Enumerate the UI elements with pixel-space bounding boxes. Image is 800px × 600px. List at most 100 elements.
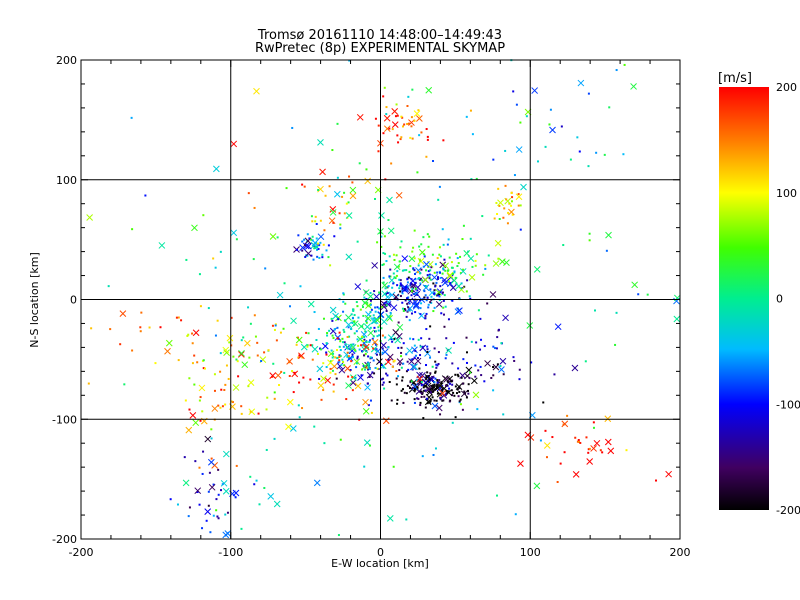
data-point xyxy=(333,235,336,238)
data-point xyxy=(224,403,227,406)
data-point xyxy=(387,358,390,361)
data-point xyxy=(384,252,387,255)
data-point xyxy=(431,253,434,256)
data-point xyxy=(408,319,411,322)
data-point-cross xyxy=(571,364,579,372)
data-point xyxy=(332,352,335,355)
data-point xyxy=(219,250,222,253)
data-point xyxy=(350,313,353,316)
data-point xyxy=(374,366,377,369)
data-point xyxy=(511,196,514,199)
data-point xyxy=(411,368,414,371)
data-point xyxy=(447,318,450,321)
data-point xyxy=(429,269,432,272)
data-point-cross xyxy=(593,439,601,447)
x-tick-label: -200 xyxy=(69,546,94,559)
data-point xyxy=(175,316,178,319)
data-point-cross xyxy=(226,334,234,342)
data-point xyxy=(313,425,316,428)
data-point-cross xyxy=(349,379,357,387)
data-point xyxy=(368,375,371,378)
data-point-cross xyxy=(497,199,504,207)
data-point-cross xyxy=(386,196,393,204)
data-point xyxy=(216,515,219,518)
data-point xyxy=(418,258,421,261)
y-tick-label: -100 xyxy=(52,413,77,426)
data-point xyxy=(325,353,328,356)
data-point xyxy=(326,334,329,337)
data-point xyxy=(601,451,604,454)
data-point xyxy=(410,380,413,383)
data-point xyxy=(332,337,335,340)
data-point-cross xyxy=(311,345,319,353)
data-point xyxy=(342,292,345,295)
data-point xyxy=(421,345,424,348)
data-point xyxy=(235,464,238,467)
data-point xyxy=(343,191,346,194)
data-point-cross xyxy=(378,212,385,219)
data-point xyxy=(432,390,435,393)
data-point xyxy=(399,246,402,249)
data-point xyxy=(409,337,412,340)
data-point xyxy=(390,399,393,402)
data-point-cross xyxy=(344,365,351,372)
data-point-cross xyxy=(554,323,562,331)
data-point-cross xyxy=(300,343,308,351)
data-point-cross xyxy=(382,417,390,425)
data-point xyxy=(445,392,448,395)
data-point xyxy=(199,419,202,422)
data-point xyxy=(469,237,472,240)
data-point xyxy=(309,378,312,381)
data-point xyxy=(409,265,412,268)
data-point xyxy=(198,466,201,469)
data-point xyxy=(227,377,230,380)
data-point xyxy=(405,518,408,521)
data-point xyxy=(265,408,268,411)
data-point-cross xyxy=(364,177,372,185)
data-point xyxy=(397,346,400,349)
data-point-cross xyxy=(286,358,293,365)
data-point xyxy=(412,338,415,341)
data-point xyxy=(202,214,205,217)
data-point xyxy=(587,451,590,454)
data-point xyxy=(381,263,384,266)
data-point-cross xyxy=(345,212,353,219)
data-point xyxy=(392,465,395,468)
data-point-cross xyxy=(345,314,352,321)
data-point xyxy=(148,326,151,329)
data-point xyxy=(406,302,409,305)
data-point xyxy=(327,256,330,259)
x-tick-label: -100 xyxy=(218,546,243,559)
data-point-cross xyxy=(353,358,361,366)
data-point xyxy=(376,241,379,244)
data-point xyxy=(367,366,370,369)
data-point xyxy=(498,217,501,220)
data-point-cross xyxy=(470,377,478,385)
data-point xyxy=(417,338,420,341)
data-point xyxy=(403,269,406,272)
data-point xyxy=(433,306,436,309)
data-point xyxy=(388,127,391,130)
data-point xyxy=(394,297,397,300)
data-point-cross xyxy=(408,358,415,365)
data-point xyxy=(453,270,456,273)
data-point xyxy=(426,398,429,401)
data-point xyxy=(191,342,194,345)
data-point xyxy=(412,286,415,289)
data-point xyxy=(314,215,317,218)
data-point xyxy=(341,195,344,198)
data-point xyxy=(322,362,325,365)
data-point xyxy=(362,314,365,317)
data-point-cross xyxy=(317,185,324,193)
data-point-cross xyxy=(373,293,380,301)
data-point xyxy=(334,356,337,359)
data-point xyxy=(431,396,434,399)
data-point xyxy=(517,204,520,207)
data-point xyxy=(382,263,385,266)
data-point xyxy=(414,287,417,290)
data-point-cross xyxy=(520,183,527,191)
data-point xyxy=(469,297,472,300)
data-point xyxy=(467,392,470,395)
data-point xyxy=(242,336,245,339)
data-point xyxy=(499,365,502,368)
